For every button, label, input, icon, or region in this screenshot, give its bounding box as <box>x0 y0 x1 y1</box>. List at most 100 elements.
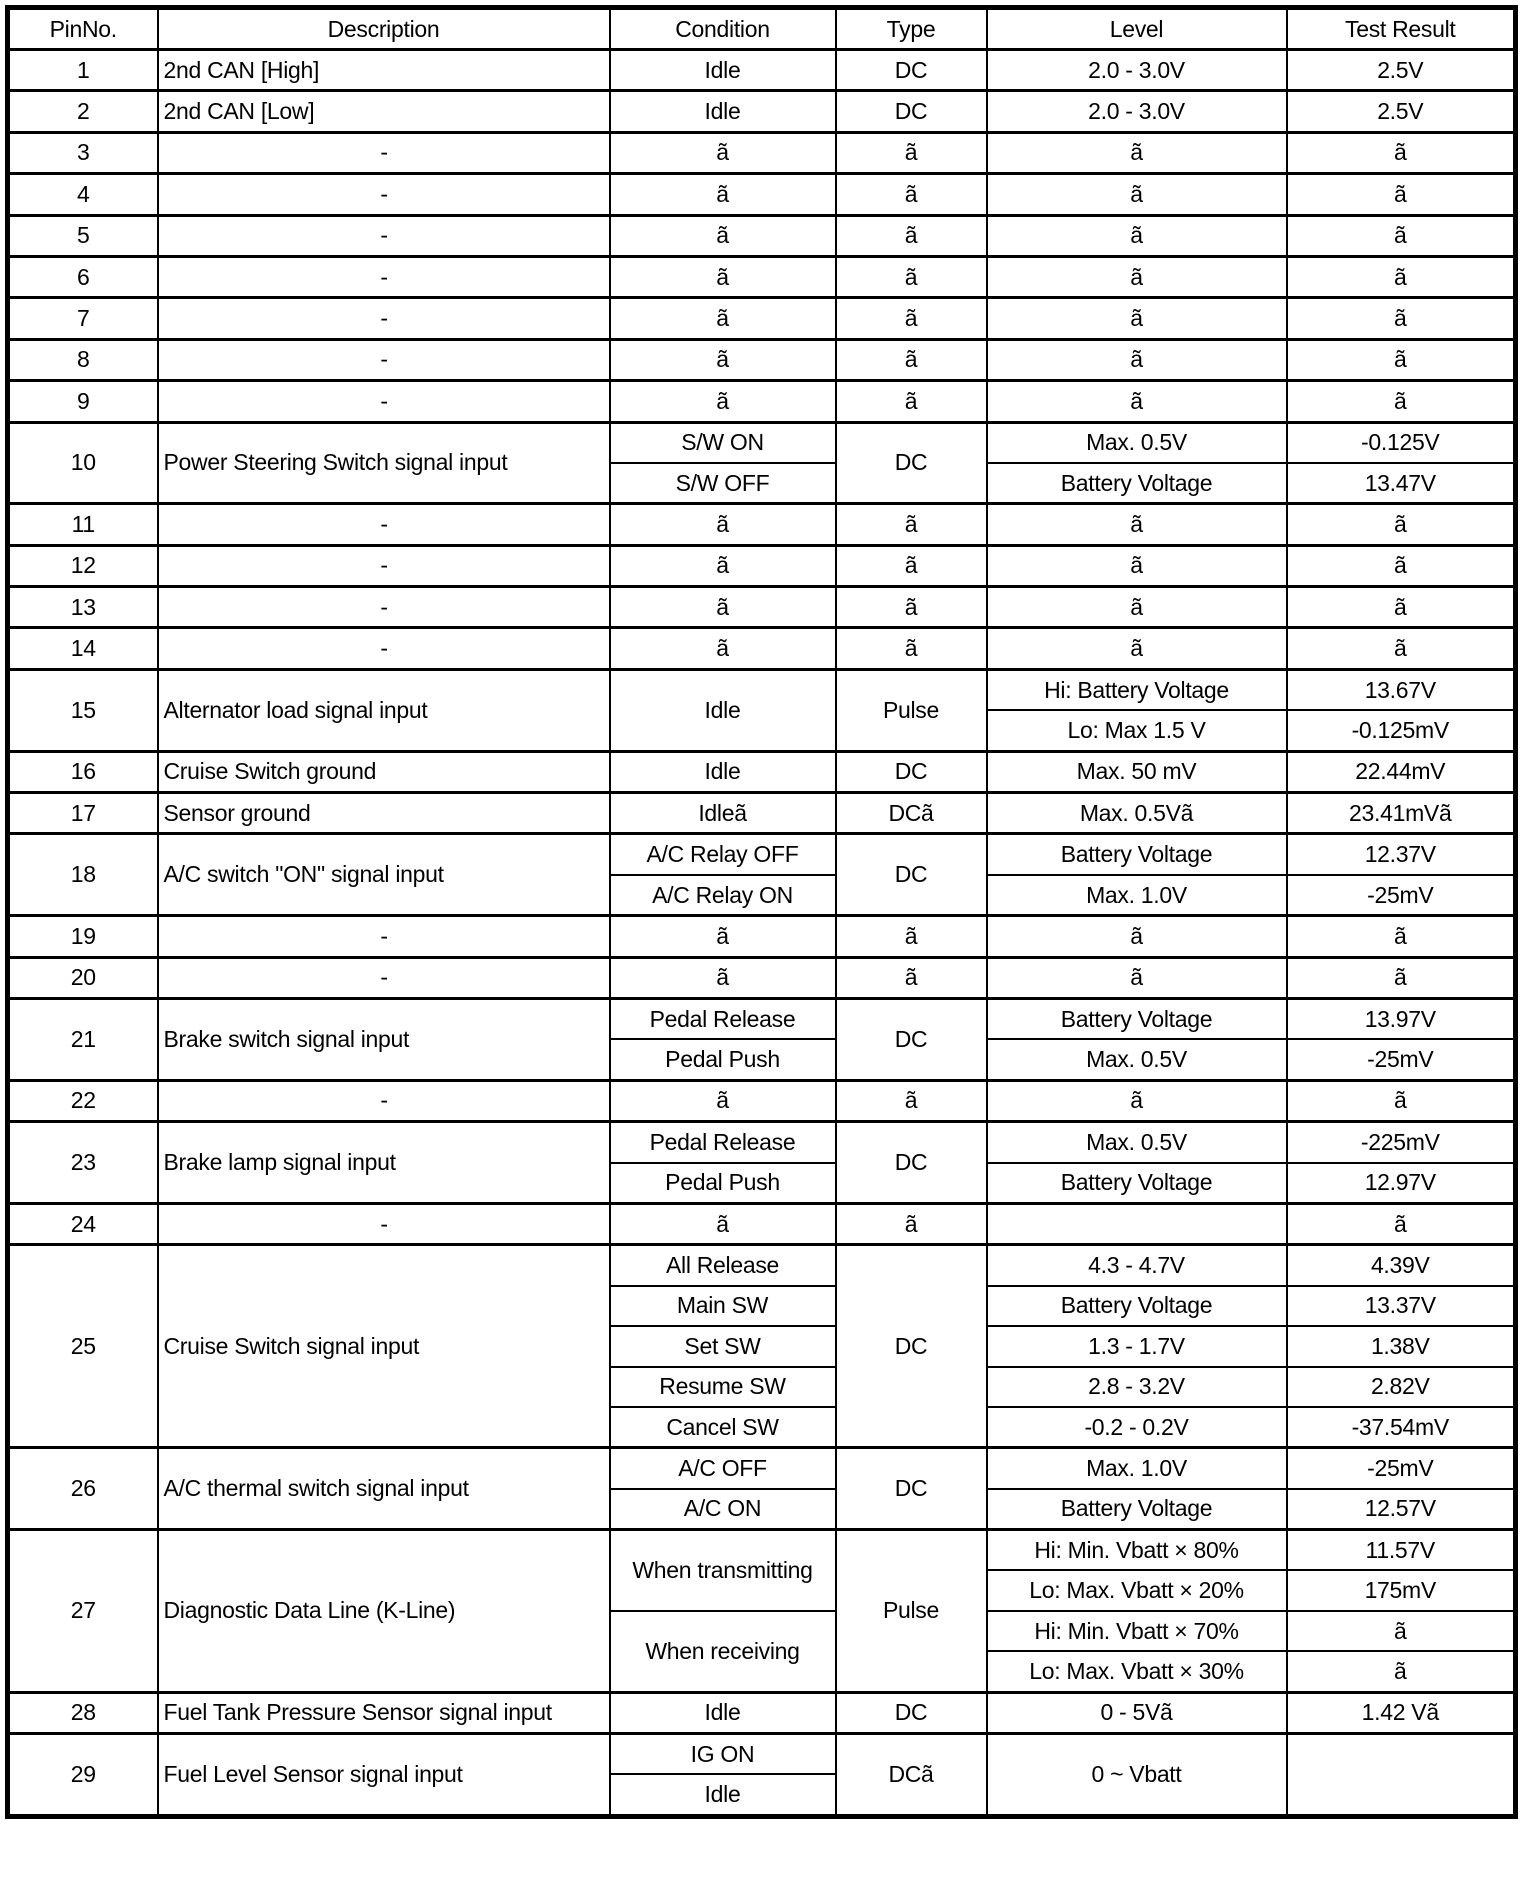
table-row: 1 2nd CAN [High] Idle DC 2.0 - 3.0V 2.5V <box>6 47 1517 92</box>
table-row: 29 Fuel Level Sensor signal input IG ON DCã… <box>6 1732 1517 1818</box>
pin-number: 13 <box>6 585 159 629</box>
condition: A/C ON <box>608 1487 837 1531</box>
test-result: 11.57V <box>1285 1528 1517 1572</box>
condition: Idle <box>608 1690 837 1735</box>
condition: ã <box>608 337 837 382</box>
level: 0 ~ Vbatt <box>985 1732 1288 1818</box>
test-result: 12.97V <box>1285 1161 1517 1205</box>
level: Battery Voltage <box>985 996 1288 1041</box>
condition: ã <box>608 172 837 217</box>
level: 1.3 - 1.7V <box>985 1325 1288 1368</box>
table-row: Pedal Push Max. 0.5V -25mV <box>8 1038 1517 1082</box>
level: ã <box>985 213 1288 258</box>
description: A/C switch "ON" signal input <box>156 832 611 917</box>
header-type: Type <box>834 6 988 51</box>
condition: Idle <box>608 1773 837 1818</box>
table-row: 16 Cruise Switch ground Idle DC Max. 50 mV 22… <box>6 749 1517 794</box>
test-result: 13.37V <box>1285 1284 1517 1328</box>
test-result: -25mV <box>1285 873 1517 917</box>
pin-number: 2 <box>6 89 159 134</box>
level: Max. 0.5V <box>985 1120 1288 1164</box>
signal-type: ã <box>834 337 988 382</box>
condition: A/C Relay ON <box>608 873 837 917</box>
condition: Idle <box>608 47 837 92</box>
condition: S/W OFF <box>608 461 837 505</box>
signal-type: ã <box>834 296 988 341</box>
level: Lo: Max. Vbatt × 30% <box>985 1650 1288 1694</box>
signal-type: DC <box>834 89 988 134</box>
test-result: ã <box>1285 914 1517 959</box>
condition: When transmitting <box>608 1528 837 1612</box>
signal-type: ã <box>834 1201 988 1246</box>
condition: A/C OFF <box>608 1446 837 1490</box>
level: Max. 1.0V <box>985 873 1288 917</box>
description: Cruise Switch ground <box>156 749 611 794</box>
signal-type: DCã <box>834 1732 988 1818</box>
pin-number: 1 <box>6 47 159 92</box>
signal-type: ã <box>834 213 988 258</box>
level: ã <box>985 543 1288 588</box>
description: Fuel Level Sensor signal input <box>156 1732 611 1818</box>
condition: S/W ON <box>608 420 837 464</box>
level: ã <box>985 626 1288 671</box>
header-description: Description <box>156 6 611 51</box>
test-result: 13.97V <box>1285 996 1517 1041</box>
table-row: 10 Power Steering Switch signal input S/W … <box>6 420 1517 505</box>
pin-number: 3 <box>6 130 159 175</box>
table-row: 20- ã ã ã ã <box>6 955 1517 1000</box>
signal-type: DC <box>834 420 988 505</box>
test-result: ã <box>1285 1650 1517 1694</box>
header-test-result: Test Result <box>1285 6 1517 51</box>
level: Battery Voltage <box>985 1487 1288 1531</box>
condition: Resume SW <box>608 1365 837 1408</box>
description: A/C thermal switch signal input <box>156 1446 611 1531</box>
table-row: Cancel SW -0.2 - 0.2V -37.54mV <box>8 1405 1517 1449</box>
test-result: 1.42 Vã <box>1285 1690 1517 1735</box>
level: -0.2 - 0.2V <box>985 1405 1288 1449</box>
test-result: -0.125V <box>1285 420 1517 464</box>
test-result: ã <box>1285 585 1517 629</box>
signal-type: DC <box>834 832 988 917</box>
table-row: Lo: Max. Vbatt × 20% 175mV <box>8 1569 1517 1612</box>
pin-number: 9 <box>6 379 159 424</box>
pin-number: 12 <box>6 543 159 588</box>
condition: ã <box>608 585 837 629</box>
level: ã <box>985 172 1288 217</box>
level: ã <box>985 955 1288 1000</box>
description: Power Steering Switch signal input <box>156 420 611 505</box>
level: 2.0 - 3.0V <box>985 47 1288 92</box>
test-result: 2.5V <box>1285 89 1517 134</box>
level: Max. 0.5V <box>985 1038 1288 1082</box>
description: Brake lamp signal input <box>156 1120 611 1205</box>
test-result: 2.5V <box>1285 47 1517 92</box>
level: ã <box>985 296 1288 341</box>
pin-number: 14 <box>6 626 159 671</box>
description: Cruise Switch signal input <box>156 1243 611 1449</box>
test-result: 12.57V <box>1285 1487 1517 1531</box>
description: Brake switch signal input <box>156 996 611 1082</box>
signal-type: DC <box>834 47 988 92</box>
test-result: ã <box>1285 502 1517 547</box>
level: ã <box>985 337 1288 382</box>
test-result: ã <box>1285 379 1517 424</box>
pin-number: 26 <box>6 1446 159 1531</box>
test-result: 2.82V <box>1285 1365 1517 1408</box>
test-result: 13.67V <box>1285 667 1517 712</box>
description: - <box>156 213 611 258</box>
level: Battery Voltage <box>985 1161 1288 1205</box>
test-result: -0.125mV <box>1285 709 1517 753</box>
level: Battery Voltage <box>985 1284 1288 1328</box>
description: Diagnostic Data Line (K-Line) <box>156 1528 611 1694</box>
test-result: ã <box>1285 1201 1517 1246</box>
pin-number: 28 <box>6 1690 159 1735</box>
condition: ã <box>608 213 837 258</box>
level: ã <box>985 585 1288 629</box>
test-result: 22.44mV <box>1285 749 1517 794</box>
condition: Pedal Release <box>608 1120 837 1164</box>
pin-number: 16 <box>6 749 159 794</box>
condition: A/C Relay OFF <box>608 832 837 876</box>
condition: Idle <box>608 749 837 794</box>
table-row: S/W OFF Battery Voltage 13.47V <box>8 461 1517 505</box>
